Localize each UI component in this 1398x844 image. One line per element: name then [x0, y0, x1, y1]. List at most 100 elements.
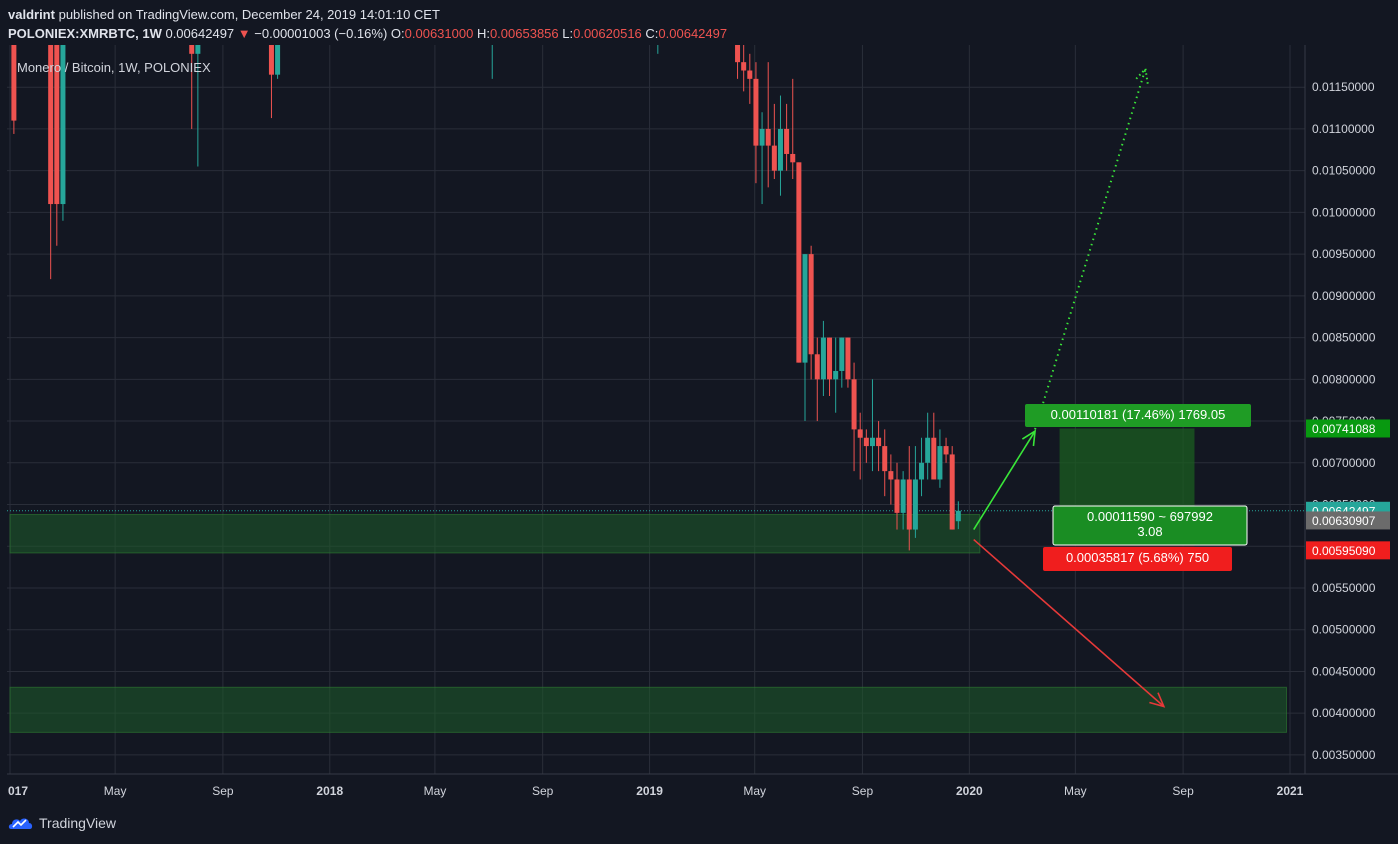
candle-body	[857, 429, 863, 438]
candle-body	[48, 45, 54, 205]
published-text: published on TradingView.com, December 2…	[58, 7, 440, 22]
candle-body	[784, 128, 790, 154]
candle-body	[60, 45, 66, 205]
x-tick-label: Sep	[852, 784, 874, 798]
price-label-text: 0.00630907	[1312, 514, 1376, 528]
candle-body	[876, 437, 882, 447]
x-tick-label: 2020	[956, 784, 983, 798]
tradingview-cloud-icon	[8, 818, 33, 829]
y-tick-label: 0.00400000	[1312, 706, 1376, 720]
support-zone	[9, 686, 1287, 733]
x-tick-label: 2018	[316, 784, 343, 798]
y-tick-label: 0.00800000	[1312, 372, 1376, 386]
target-label: 0.00110181 (17.46%) 1769.05	[1025, 404, 1251, 427]
x-tick-label: Sep	[212, 784, 234, 798]
footer-brand[interactable]: TradingView	[8, 813, 116, 833]
forecast-arrow-dotted-up	[1034, 68, 1147, 430]
price-label-stop: 0.00595090	[1306, 541, 1390, 560]
candle-body	[747, 70, 753, 79]
candle-body	[851, 379, 857, 430]
candle-body	[949, 454, 955, 530]
y-tick-label: 0.00350000	[1312, 748, 1376, 762]
candle-body	[845, 337, 851, 380]
price-label-entry: 0.00630907	[1306, 511, 1390, 530]
candle-body	[955, 510, 961, 522]
y-tick-label: 0.01150000	[1312, 80, 1375, 94]
y-tick-label: 0.00500000	[1312, 623, 1376, 637]
price-label-bg	[1306, 511, 1390, 530]
candle-body	[925, 437, 931, 463]
candle-body	[759, 128, 765, 146]
candle-body	[777, 128, 783, 171]
candle-body	[268, 45, 274, 75]
candle-body	[790, 153, 796, 163]
x-tick-label: May	[104, 784, 127, 798]
candle-body	[802, 254, 808, 363]
risk-reward-label-text: 0.00011590 ~ 697992	[1087, 509, 1213, 524]
high-label: H:	[476, 26, 490, 41]
ohlc-legend: POLONIEX:XMRBTC, 1W 0.00642497 ▼ −0.0000…	[8, 26, 727, 41]
candle-body	[275, 45, 281, 75]
candle-body	[943, 446, 949, 455]
candle-body	[937, 446, 943, 480]
candle-body	[771, 145, 777, 171]
support-zone	[9, 514, 981, 554]
close-value: 0.00642497	[658, 26, 728, 41]
support-zones	[9, 514, 1287, 733]
x-tick-label: Sep	[1172, 784, 1194, 798]
arrow-head	[1021, 429, 1037, 447]
stop-label-text: 0.00035817 (5.68%) 750	[1066, 550, 1209, 565]
low-value: 0.00620516	[573, 26, 642, 41]
target-label-bg	[1025, 404, 1251, 427]
change-value: −0.00001003 (−0.16%)	[254, 26, 388, 41]
target-label-text: 0.00110181 (17.46%) 1769.05	[1051, 407, 1226, 422]
candle-body	[912, 479, 918, 530]
y-tick-label: 0.00450000	[1312, 664, 1376, 678]
stop-label: 0.00035817 (5.68%) 750	[1043, 547, 1232, 571]
candle-body	[796, 162, 802, 363]
forecast-arrow-solid-up	[973, 430, 1036, 530]
x-tick-label: May	[424, 784, 447, 798]
candle-body	[765, 128, 771, 146]
x-tick-label: May	[1064, 784, 1087, 798]
price-label-text: 0.00595090	[1312, 544, 1376, 558]
candle-body	[814, 354, 820, 380]
y-tick-label: 0.00950000	[1312, 247, 1376, 261]
arrow-head	[1149, 692, 1166, 708]
symbol-label[interactable]: POLONIEX:XMRBTC, 1W	[8, 26, 162, 41]
y-tick-label: 0.01000000	[1312, 205, 1376, 219]
price-label-bg	[1306, 541, 1390, 560]
x-tick-label: 2021	[1277, 784, 1304, 798]
author-name[interactable]: valdrint	[8, 7, 55, 22]
candle-body	[189, 45, 195, 54]
chart-title: Monero / Bitcoin, 1W, POLONIEX	[17, 60, 211, 75]
candle-body	[863, 437, 869, 447]
x-tick-label: May	[743, 784, 766, 798]
price-label-bg	[1306, 419, 1390, 438]
publish-info: valdrint published on TradingView.com, D…	[8, 7, 440, 22]
candle-body	[808, 254, 814, 355]
price-label-target: 0.00741088	[1306, 419, 1390, 438]
close-label: C:	[645, 26, 659, 41]
candle-body	[888, 471, 894, 480]
forecast-arrows[interactable]	[973, 66, 1166, 708]
last-price: 0.00642497	[165, 26, 235, 41]
stop-label-bg	[1043, 547, 1232, 571]
risk-reward-label-text: 3.08	[1137, 524, 1162, 539]
high-value: 0.00653856	[489, 26, 559, 41]
candle-body	[839, 337, 845, 371]
y-tick-label: 0.00700000	[1312, 456, 1376, 470]
open-value: 0.00631000	[404, 26, 474, 41]
open-label: O:	[390, 26, 405, 41]
candle-body	[54, 45, 60, 205]
x-tick-label: 2019	[636, 784, 663, 798]
candle-body	[195, 45, 201, 54]
candle-body	[833, 370, 839, 380]
position-labels[interactable]: 0.00110181 (17.46%) 1769.05 0.00011590 ~ …	[1025, 404, 1390, 571]
price-label-text: 0.00741088	[1312, 422, 1376, 436]
y-tick-label: 0.00850000	[1312, 331, 1376, 345]
candle-body	[882, 446, 888, 472]
low-label: L:	[562, 26, 574, 41]
